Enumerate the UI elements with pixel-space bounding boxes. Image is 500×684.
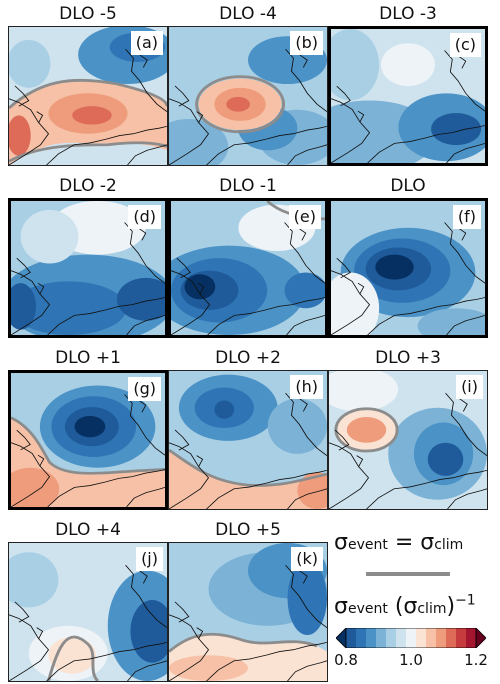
colorbar-segment [366,628,377,648]
colorbar-tick-label: 1.0 [399,651,423,669]
colorbar-segment [436,628,447,648]
panel-tag-b: (b) [290,31,323,55]
contour-map-g [11,373,165,507]
colorbar-segment [356,628,367,648]
contour-map-e [171,201,325,335]
colorbar-segment [386,628,397,648]
panel-title-f: DLO [390,176,426,196]
panel-tag-a: (a) [130,31,163,55]
colorbar-extend-low [336,628,347,648]
panel-tag-c: (c) [449,33,481,57]
panel-tag-e: (e) [288,205,321,229]
panel-title-j: DLO +4 [55,520,121,540]
colorbar-segment [446,628,457,648]
colorbar [336,628,486,648]
colorbar-segment [346,628,357,648]
map-panel-f: (f) [328,198,488,338]
panel-title-d: DLO -2 [59,176,117,196]
map-panel-g: (g) [8,370,168,510]
colorbar-tick-label: 0.8 [334,651,358,669]
colorbar-title: σevent (σclim)−1 [334,592,476,619]
map-panel-d: (d) [8,198,168,338]
panel-tag-i: (i) [456,375,483,399]
colorbar-segment [396,628,407,648]
panel-title-i: DLO +3 [375,348,441,368]
map-panel-h: (h) [168,370,328,510]
colorbar-segment [456,628,467,648]
panel-tag-f: (f) [452,205,481,229]
contour-map-d [11,201,165,335]
panel-title-g: DLO +1 [55,348,121,368]
colorbar-segment [376,628,387,648]
panel-tag-j: (j) [136,547,163,571]
map-panel-j: (j) [8,542,168,682]
colorbar-segment [406,628,417,648]
panel-tag-g: (g) [128,377,161,401]
colorbar-segment [416,628,427,648]
equality-legend-label: σevent = σclim [334,530,464,555]
colorbar-segment [426,628,437,648]
colorbar-tick-label: 1.2 [464,651,488,669]
panel-title-k: DLO +5 [215,520,281,540]
map-panel-a: (a) [8,26,168,166]
panel-title-h: DLO +2 [215,348,281,368]
map-panel-e: (e) [168,198,328,338]
panel-title-e: DLO -1 [219,176,277,196]
panel-tag-k: (k) [291,547,323,571]
colorbar-extend-high [475,628,486,648]
colorbar-segment [466,628,477,648]
contour-map-f [331,201,485,335]
panel-title-c: DLO -3 [379,4,437,24]
equality-contour-line-swatch [366,572,450,576]
panel-title-a: DLO -5 [59,4,117,24]
map-panel-k: (k) [168,542,328,682]
panel-tag-d: (d) [128,205,161,229]
panel-tag-h: (h) [290,375,323,399]
panel-title-b: DLO -4 [219,4,277,24]
map-panel-b: (b) [168,26,328,166]
map-panel-i: (i) [328,370,488,510]
map-panel-c: (c) [328,26,488,166]
contour-map-i [329,371,487,509]
